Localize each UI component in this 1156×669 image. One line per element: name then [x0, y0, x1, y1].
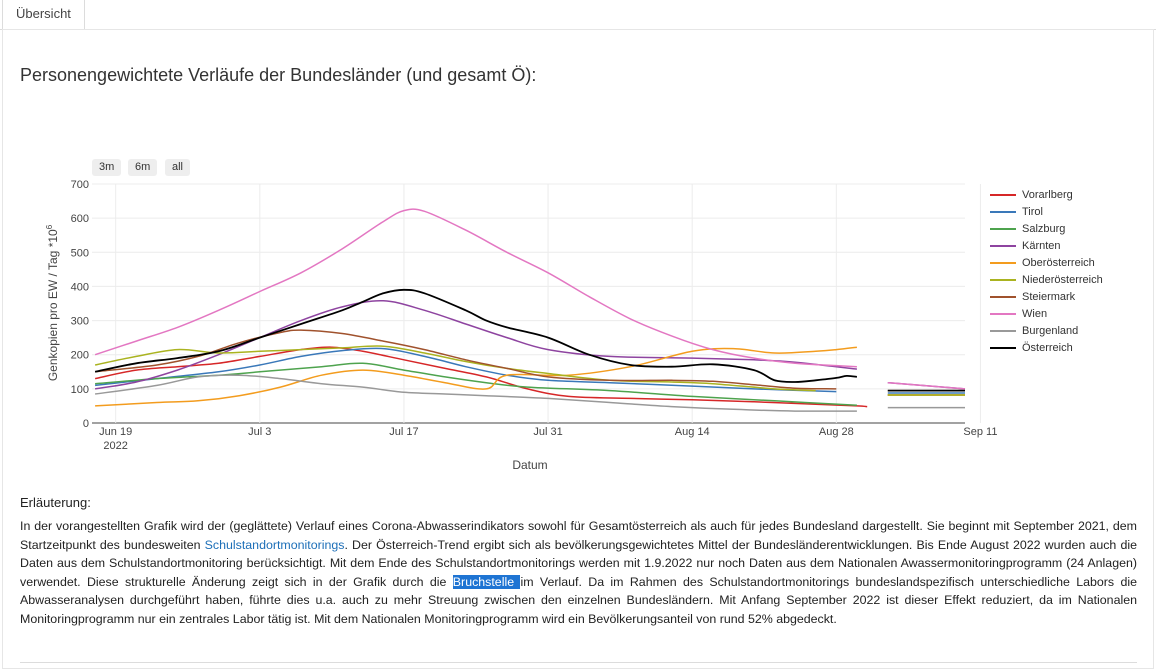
x-tick-label: Jun 19 [99, 426, 132, 438]
y-tick-label: 600 [71, 213, 89, 225]
line-chart[interactable]: 0 100 200 300 400 500 600 700 Jun 19 2022 Jul 3 Jul… [0, 0, 1156, 490]
legend-label: Österreich [1022, 341, 1073, 354]
legend-swatch [990, 193, 1016, 196]
range-button-all[interactable]: all [165, 159, 191, 176]
legend-swatch [990, 312, 1016, 315]
chart-axes: 0 100 200 300 400 500 600 700 Jun 19 2022 Jul 3 Jul… [71, 179, 998, 452]
y-tick-label: 200 [71, 350, 89, 362]
legend-label: Tirol [1022, 205, 1043, 218]
series-line-niederoesterreich [94, 345, 816, 392]
legend-item-kaernten[interactable]: Kärnten [990, 237, 1103, 254]
legend-item-wien[interactable]: Wien [990, 305, 1103, 322]
legend-swatch [990, 295, 1016, 298]
series-line-oesterreich [94, 288, 858, 383]
x-tick-sublabel: 2022 [103, 440, 127, 452]
x-tick-label: Jul 3 [248, 426, 271, 438]
legend-item-salzburg[interactable]: Salzburg [990, 220, 1103, 237]
legend-item-burgenland[interactable]: Burgenland [990, 322, 1103, 339]
legend-swatch [990, 244, 1016, 247]
range-button-3m[interactable]: 3m [92, 159, 122, 176]
x-tick-label: Aug 28 [819, 426, 854, 438]
series-line-oberoesterreich [95, 346, 857, 407]
series-line-tirol [95, 347, 837, 393]
x-tick-label: Jul 17 [389, 426, 418, 438]
series-line-kaernten [94, 300, 857, 390]
y-tick-label: 300 [71, 316, 89, 328]
y-axis-label: Genkopien pro EW / Tag *106 [45, 224, 60, 381]
explanation-heading: Erläuterung: [20, 495, 91, 510]
legend-label: Wien [1022, 307, 1048, 320]
legend-label: Salzburg [1022, 222, 1066, 235]
legend-swatch [990, 329, 1016, 332]
legend-swatch [990, 227, 1016, 230]
schulstandortmonitoring-link[interactable]: Schulstandortmonitorings [204, 537, 345, 552]
y-tick-label: 700 [71, 179, 89, 191]
legend-label: Oberösterreich [1022, 256, 1095, 269]
legend-item-vorarlberg[interactable]: Vorarlberg [990, 186, 1103, 203]
highlighted-text-bruchstelle: Bruchstelle [452, 574, 521, 589]
y-tick-label: 0 [83, 418, 89, 430]
series-line-wien-post-break [887, 381, 966, 390]
legend-label: Niederösterreich [1022, 273, 1103, 286]
series-line-steiermark [95, 329, 837, 390]
series-line-wien [94, 208, 857, 368]
legend-label: Burgenland [1022, 324, 1079, 337]
page-title: Personengewichtete Verläufe der Bundeslä… [20, 65, 537, 85]
legend-item-steiermark[interactable]: Steiermark [990, 288, 1103, 305]
explanation-text: In der vorangestellten Grafik wird der (… [20, 517, 1137, 628]
chart-legend: Vorarlberg Tirol Salzburg Kärnten Oberösterr… [990, 186, 1103, 356]
series-line-vorarlberg [94, 346, 868, 408]
legend-label: Kärnten [1022, 239, 1061, 252]
tab-uebersicht[interactable]: Übersicht [2, 0, 85, 30]
legend-swatch [990, 210, 1016, 213]
legend-swatch [990, 346, 1016, 349]
legend-swatch [990, 261, 1016, 264]
range-button-6m[interactable]: 6m [128, 159, 158, 176]
x-axis-label: Datum [512, 458, 547, 472]
x-tick-label: Jul 31 [533, 426, 562, 438]
chart-series [94, 208, 966, 412]
x-tick-label: Aug 14 [675, 426, 710, 438]
explanation-part-3: im Verlauf. Da im Rahmen des Schulstando… [20, 574, 1138, 626]
explanation-part-1: In der vorangestellten Grafik wird der (… [20, 519, 1137, 552]
legend-item-oberoesterreich[interactable]: Oberösterreich [990, 254, 1103, 271]
legend-label: Vorarlberg [1022, 188, 1073, 201]
explanation-part-2: . Der Österreich-Trend ergibt sich als b… [20, 537, 1137, 589]
y-tick-label: 100 [71, 384, 89, 396]
y-tick-label: 400 [71, 281, 89, 293]
legend-item-niederoesterreich[interactable]: Niederösterreich [990, 271, 1103, 288]
bottom-divider [20, 662, 1137, 663]
legend-item-oesterreich[interactable]: Österreich [990, 339, 1103, 356]
legend-label: Steiermark [1022, 290, 1076, 303]
legend-swatch [990, 278, 1016, 281]
series-line-burgenland [94, 374, 857, 412]
y-tick-label: 500 [71, 247, 89, 259]
legend-item-tirol[interactable]: Tirol [990, 203, 1103, 220]
x-tick-label: Sep 11 [963, 426, 997, 438]
